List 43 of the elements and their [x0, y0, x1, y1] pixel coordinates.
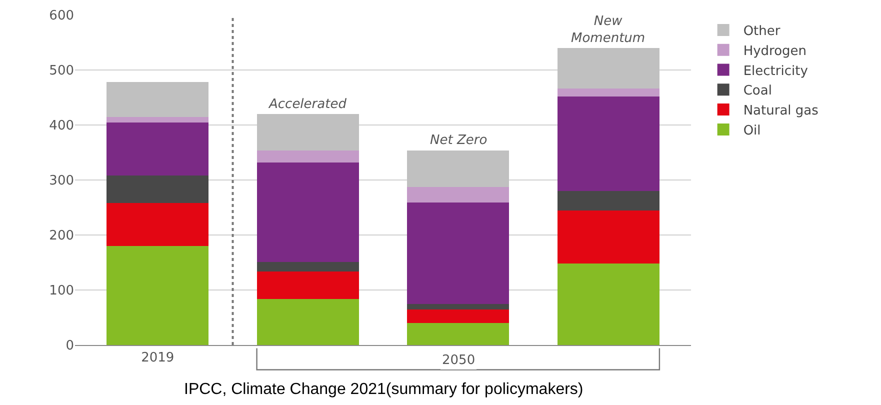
bar — [106, 122, 209, 176]
bar — [407, 187, 510, 203]
bar — [106, 116, 209, 122]
text: 2050 — [442, 353, 476, 368]
bar — [256, 114, 359, 150]
y-tick-label: 500 — [49, 64, 74, 79]
bar — [557, 264, 660, 345]
legend-label: Oil — [743, 124, 761, 139]
annotation: New Momentum — [571, 14, 646, 46]
bar — [407, 150, 510, 188]
bar — [557, 48, 660, 89]
bar — [106, 82, 209, 117]
annotation: Accelerated — [268, 97, 348, 112]
bar — [256, 150, 359, 162]
y-tick-label: 0 — [66, 338, 74, 354]
bar — [256, 162, 359, 262]
bar — [407, 304, 510, 310]
text: IPCC, Climate Change 2021(summary for policymakers) — [184, 381, 584, 398]
legend-label: Hydrogen — [743, 44, 807, 59]
legend-label: Coal — [743, 84, 772, 99]
bar — [557, 88, 660, 96]
bar — [407, 309, 510, 323]
y-tick-label: 400 — [49, 118, 74, 134]
bar — [557, 210, 660, 264]
bar — [256, 262, 359, 272]
y-tick-label: 300 — [49, 174, 74, 189]
bar — [106, 176, 209, 204]
bar — [106, 203, 209, 246]
annotation: Net Zero — [430, 133, 488, 148]
bar — [256, 298, 359, 345]
bar — [407, 323, 510, 345]
bar — [557, 191, 660, 210]
y-tick-label: 100 — [49, 284, 74, 299]
y-tick-label: 600 — [49, 8, 74, 24]
bar — [407, 202, 510, 304]
legend-label: Other — [743, 24, 781, 40]
legend-label: Natural gas — [743, 104, 819, 119]
bar — [106, 246, 209, 345]
bar — [256, 271, 359, 299]
bar — [557, 96, 660, 191]
legend-label: Electricity — [743, 64, 808, 79]
x-tick-label: 2019 — [141, 350, 174, 366]
y-tick-label: 200 — [49, 228, 74, 244]
